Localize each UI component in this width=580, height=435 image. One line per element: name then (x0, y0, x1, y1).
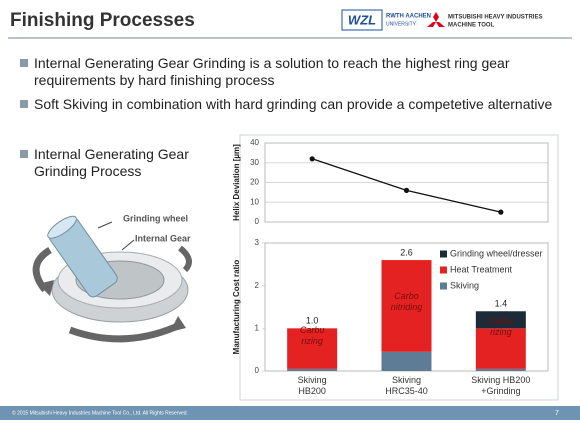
y-tick-label: 0 (255, 217, 260, 226)
gear-illustration (32, 215, 192, 343)
bar-segment (287, 368, 338, 371)
legend-swatch (440, 266, 447, 274)
point (309, 156, 315, 162)
y-tick-label: 2 (255, 281, 260, 290)
y-tick-label: 10 (250, 197, 259, 206)
bar-segment (381, 351, 432, 371)
legend-label: Grinding wheel/dresser (450, 248, 543, 258)
slide-title: Finishing Processes (10, 10, 195, 31)
logo-box (341, 9, 383, 31)
bullet: Internal Generating Gear Grinding is a s… (20, 55, 564, 89)
bullet: Internal Generating Gear Grinding Proces… (20, 146, 214, 180)
y-tick-label: 3 (255, 238, 260, 247)
y-axis-label: Manufacturing Cost ratio (232, 260, 241, 355)
x-tick-label: Skiving HRC35-40 (385, 375, 428, 396)
point (498, 209, 504, 215)
footer-bar (0, 406, 580, 420)
legend-swatch (440, 250, 447, 258)
logo-diamonds (427, 12, 445, 27)
y-tick-label: 30 (250, 158, 259, 167)
plot-border (264, 142, 549, 223)
bar-segment (475, 368, 526, 371)
bar-segment (475, 311, 526, 329)
figure-label: Internal Gear (135, 233, 191, 243)
x-tick-label: Skiving HB200 +Grinding (471, 375, 531, 396)
annotation: Carbu rizing (299, 324, 325, 346)
total-label: 2.6 (400, 247, 413, 257)
logo-wzl: WZL (348, 12, 376, 27)
legend-swatch (440, 282, 447, 290)
y-axis-label: Helix Deviation [µm] (232, 144, 241, 221)
figure-label: Grinding wheel (123, 213, 188, 223)
logo-rwth: RWTH AACHEN (386, 14, 431, 20)
y-tick-label: 0 (255, 366, 260, 375)
logo-mhi: MITSUBISHI HEAVY INDUSTRIES (448, 15, 542, 21)
logo-mhi: MACHINE TOOL (448, 23, 495, 29)
line (311, 158, 501, 213)
logo-rwth: UNIVERSITY (386, 21, 417, 27)
point (403, 187, 410, 193)
total-label: 1.4 (495, 299, 508, 309)
annotation: Carbu rizing (488, 316, 514, 338)
footer-text: © 2015 Mitsubishi Heavy Industries Machi… (12, 409, 188, 416)
bar-segment (287, 328, 338, 369)
y-tick-label: 1 (255, 323, 260, 332)
legend-label: Skiving (450, 280, 479, 290)
annotation: Carbo nitriding (390, 290, 423, 312)
page-number: 7 (555, 410, 559, 417)
bar-segment (381, 260, 432, 352)
bar-segment (475, 328, 526, 369)
x-tick-label: Skiving HB200 (297, 375, 327, 396)
y-tick-label: 40 (250, 138, 259, 147)
bullet: Soft Skiving in combination with hard gr… (20, 96, 564, 113)
legend-label: Heat Treatment (450, 264, 513, 274)
chart-frame (239, 134, 559, 401)
y-tick-label: 20 (250, 178, 259, 187)
total-label: 1.0 (306, 316, 319, 326)
